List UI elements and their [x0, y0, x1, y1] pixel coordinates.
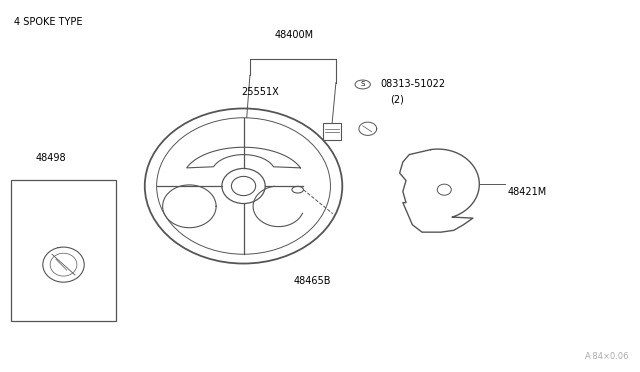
Text: A·84×0.06: A·84×0.06 — [584, 352, 629, 361]
Text: 48400M: 48400M — [275, 30, 314, 40]
Text: 4 SPOKE TYPE: 4 SPOKE TYPE — [14, 17, 83, 28]
Text: S: S — [360, 81, 365, 87]
Text: (2): (2) — [390, 94, 404, 104]
Bar — [323, 123, 341, 140]
Text: 25551X: 25551X — [241, 87, 278, 97]
Text: 48465B: 48465B — [294, 276, 331, 286]
Text: 48421M: 48421M — [508, 186, 547, 196]
Text: 08313-51022: 08313-51022 — [381, 80, 445, 89]
Text: 48498: 48498 — [36, 153, 67, 163]
Bar — [11, 180, 116, 321]
